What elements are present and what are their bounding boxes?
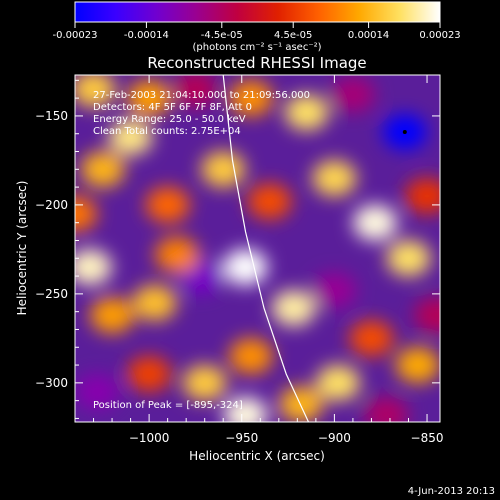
heatmap-cell bbox=[182, 364, 227, 401]
heatmap-cell bbox=[90, 297, 135, 334]
heatmap-cell bbox=[108, 119, 153, 156]
y-axis-label: Heliocentric Y (arcsec) bbox=[15, 181, 29, 316]
heatmap-cell bbox=[247, 183, 292, 220]
heatmap-cell bbox=[223, 249, 268, 286]
heatmap-cell bbox=[145, 186, 190, 223]
render-timestamp: 4-Jun-2013 20:13 bbox=[408, 486, 495, 497]
peak-position-text: Position of Peak = [-895,-324] bbox=[93, 400, 243, 411]
heatmap-cell bbox=[312, 272, 357, 309]
heatmap-cell bbox=[349, 320, 394, 357]
heatmap-image bbox=[75, 75, 440, 422]
colorbar-tick-label: 0.00023 bbox=[419, 30, 460, 41]
heatmap-cell bbox=[284, 94, 329, 131]
heatmap-cell bbox=[330, 76, 375, 113]
heatmap-cell bbox=[395, 347, 440, 384]
energy-range-text: Energy Range: 25.0 - 50.0 keV bbox=[93, 114, 246, 125]
y-axis: −150 −200 −250 −300 bbox=[35, 79, 440, 419]
heatmap-cell bbox=[75, 249, 112, 286]
colorbar-tick-label: 0.00014 bbox=[348, 30, 389, 41]
heatmap-cell bbox=[201, 151, 246, 188]
chart-title: Reconstructed RHESSI Image bbox=[147, 54, 366, 72]
x-tick-label: −1000 bbox=[129, 431, 170, 445]
solar-limb-line bbox=[222, 75, 310, 422]
colorbar bbox=[74, 1, 441, 23]
heatmap-cell bbox=[229, 80, 274, 117]
x-axis: −1000 −950 −900 −850 bbox=[93, 75, 444, 445]
heatmap-cell bbox=[75, 75, 116, 108]
colorbar-ticks: -0.00023 -0.00014 -4.5e-05 4.5e-05 0.00014 0.… bbox=[53, 22, 461, 41]
heatmap-cell bbox=[279, 386, 324, 422]
heatmap-cell bbox=[127, 355, 172, 392]
y-tick-label: −250 bbox=[35, 287, 68, 301]
heatmap-cell bbox=[223, 396, 268, 422]
heatmap-cell bbox=[173, 75, 218, 108]
total-counts-text: Clean Total counts: 2.75E+04 bbox=[93, 126, 241, 137]
time-range-text: 27-Feb-2003 21:04:10.000 to 21:09:56.000 bbox=[93, 90, 310, 101]
plot-frame bbox=[74, 74, 441, 423]
heatmap-cell bbox=[271, 290, 316, 327]
heatmap-cell bbox=[364, 396, 409, 422]
heatmap-cell bbox=[386, 240, 431, 277]
y-tick-label: −300 bbox=[35, 376, 68, 390]
heatmap-cell bbox=[75, 373, 120, 410]
heatmap-cell bbox=[229, 338, 274, 375]
heatmap-cell bbox=[132, 284, 177, 321]
heatmap-cell bbox=[353, 204, 398, 241]
heatmap-cell bbox=[405, 178, 440, 214]
x-tick-label: −950 bbox=[225, 431, 258, 445]
peak-marker-icon bbox=[402, 129, 407, 134]
heatmap-cell bbox=[414, 297, 440, 334]
x-tick-label: −900 bbox=[318, 431, 351, 445]
colorbar-tick-label: -0.00023 bbox=[53, 30, 98, 41]
x-axis-label: Heliocentric X (arcsec) bbox=[189, 449, 325, 463]
colorbar-tick-label: -4.5e-05 bbox=[201, 30, 243, 41]
heatmap-cell bbox=[312, 160, 357, 197]
heatmap-cell bbox=[80, 151, 125, 188]
observation-info: 27-Feb-2003 21:04:10.000 to 21:09:56.000… bbox=[93, 90, 310, 137]
x-tick-label: −850 bbox=[411, 431, 444, 445]
y-tick-label: −150 bbox=[35, 109, 68, 123]
colorbar-units: (photons cm⁻² s⁻¹ asec⁻²) bbox=[192, 42, 321, 53]
heatmap-cell bbox=[154, 236, 199, 273]
heatmap-cell bbox=[316, 364, 361, 401]
detectors-text: Detectors: 4F 5F 6F 7F 8F, Att 0 bbox=[93, 102, 252, 113]
heatmap-cell bbox=[127, 80, 172, 117]
colorbar-tick-label: 4.5e-05 bbox=[274, 30, 312, 41]
colorbar-tick-label: -0.00014 bbox=[124, 30, 169, 41]
y-tick-label: −200 bbox=[35, 198, 68, 212]
